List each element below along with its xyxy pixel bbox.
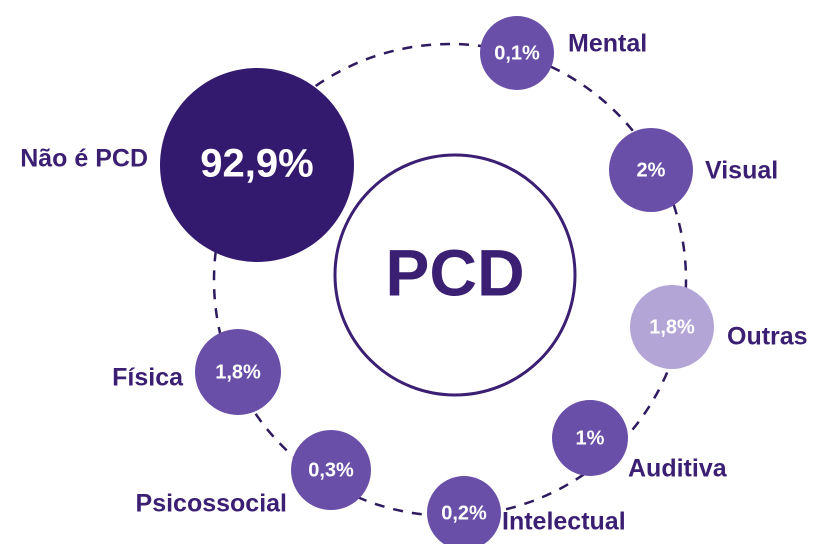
bubble-label: Outras [727,323,808,351]
bubble [480,16,554,90]
bubble-label: Intelectual [502,508,626,536]
bubble-label: Visual [705,157,778,185]
bubble-label: Não é PCD [20,145,148,173]
bubble-label: Física [112,364,184,392]
bubble-label: Mental [568,30,647,58]
bubble-value: 0,1% [494,42,540,64]
bubble-value: 0,3% [308,459,354,481]
bubble-value: 92,9% [200,142,313,186]
bubble-label: Psicossocial [136,490,287,518]
bubble [291,430,371,510]
bubble-value: 1,8% [649,316,695,338]
bubble-value: 1% [576,427,605,449]
bubble [427,476,501,544]
bubble-value: 2% [637,159,666,181]
nodes: 92,9% Não é PCD 0,1% Mental 2% Visual 1,8% Outr… [20,16,808,544]
bubble-value: 0,2% [441,502,487,524]
bubble-label: Auditiva [628,455,728,483]
bubble [552,400,628,476]
bubble [195,329,281,415]
center-circle [333,153,577,397]
bubble [609,128,693,212]
bubble [160,68,354,262]
bubble-value: 1,8% [215,361,261,383]
bubble [630,285,714,369]
center-label: PCD [385,235,524,309]
